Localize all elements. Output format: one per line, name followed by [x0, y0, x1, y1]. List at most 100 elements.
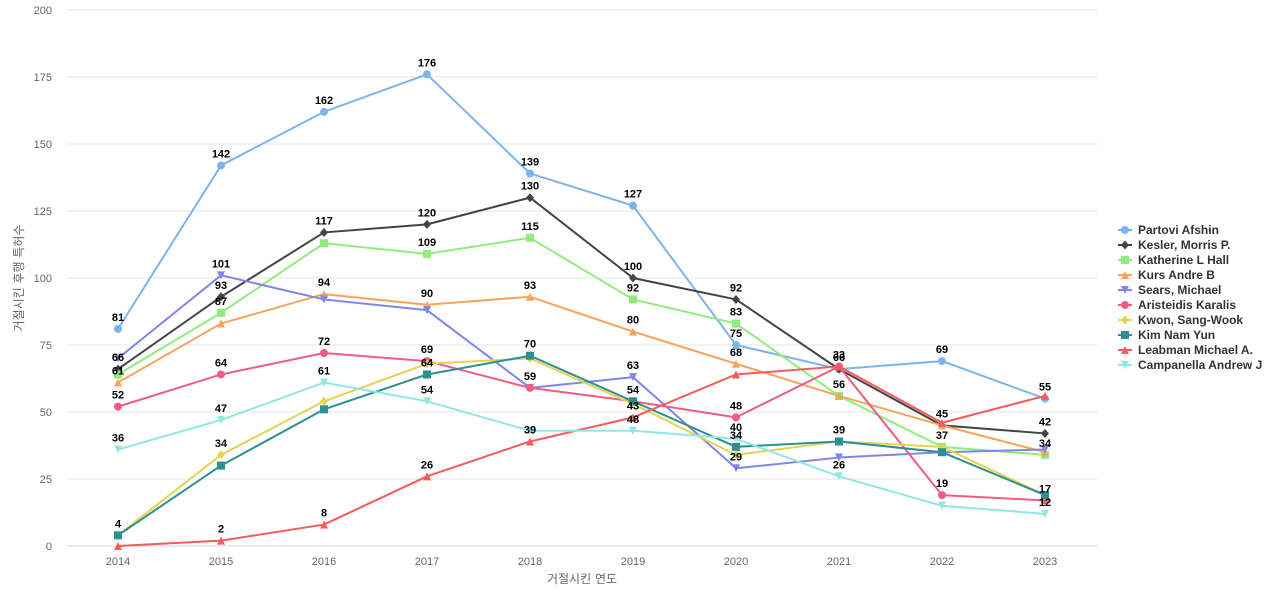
data-point[interactable]	[526, 437, 534, 446]
series-line[interactable]	[117, 352, 1046, 502]
data-point[interactable]	[114, 402, 122, 411]
data-point[interactable]	[217, 308, 225, 317]
data-point[interactable]	[320, 107, 328, 116]
data-point[interactable]	[217, 271, 225, 280]
legend-item[interactable]: Kesler, Morris P.	[1118, 238, 1231, 252]
data-point[interactable]	[629, 413, 637, 422]
data-point[interactable]	[114, 542, 122, 550]
data-point[interactable]	[526, 193, 534, 203]
data-point[interactable]	[629, 426, 637, 435]
data-point[interactable]	[423, 249, 431, 258]
series-line[interactable]	[117, 381, 1046, 515]
legend-item[interactable]: Partovi Afshin	[1118, 223, 1219, 237]
data-point[interactable]	[217, 161, 225, 170]
data-point[interactable]	[835, 391, 843, 400]
data-point[interactable]	[217, 370, 225, 379]
data-point[interactable]	[423, 397, 431, 406]
data-point[interactable]	[114, 324, 122, 333]
data-point[interactable]	[629, 327, 637, 336]
legend-item[interactable]: Sears, Michael	[1118, 283, 1221, 297]
data-point[interactable]	[526, 292, 534, 301]
data-point[interactable]	[732, 442, 740, 451]
series-line[interactable]	[117, 293, 1046, 454]
data-point[interactable]	[938, 418, 946, 427]
series-line[interactable]	[117, 354, 1046, 537]
data-point[interactable]	[629, 273, 637, 283]
data-point[interactable]	[217, 461, 225, 470]
data-point[interactable]	[732, 464, 740, 473]
data-point[interactable]	[835, 453, 843, 462]
data-point[interactable]	[217, 450, 225, 460]
data-point[interactable]	[1041, 509, 1049, 518]
data-point[interactable]	[526, 233, 534, 242]
data-point[interactable]	[732, 413, 740, 422]
data-point[interactable]	[114, 378, 122, 387]
data-label: 162	[315, 95, 333, 107]
data-point[interactable]	[423, 219, 431, 229]
data-point[interactable]	[526, 426, 534, 435]
data-point[interactable]	[938, 357, 946, 366]
legend-item[interactable]: Katherine L Hall	[1118, 253, 1229, 267]
data-label: 12	[1039, 497, 1051, 509]
data-point[interactable]	[835, 437, 843, 446]
data-point[interactable]	[732, 450, 740, 460]
data-point[interactable]	[938, 491, 946, 500]
series-line[interactable]	[117, 196, 1046, 435]
data-point[interactable]	[629, 373, 637, 382]
data-point[interactable]	[732, 370, 740, 379]
legend-item[interactable]: Campanella Andrew J	[1118, 358, 1262, 372]
data-point[interactable]	[1041, 491, 1049, 500]
series-line[interactable]	[117, 236, 1046, 456]
data-point[interactable]	[732, 359, 740, 368]
data-point[interactable]	[320, 405, 328, 414]
data-point[interactable]	[320, 349, 328, 358]
data-point[interactable]	[526, 383, 534, 392]
data-point[interactable]	[1041, 445, 1049, 454]
data-point[interactable]	[938, 448, 946, 457]
legend-item[interactable]: Kurs Andre B	[1118, 268, 1215, 282]
data-point[interactable]	[217, 292, 225, 302]
data-point[interactable]	[938, 501, 946, 510]
data-point[interactable]	[114, 370, 122, 379]
data-point[interactable]	[423, 472, 431, 481]
data-point[interactable]	[526, 351, 534, 360]
legend-item[interactable]: Leabman Michael A.	[1118, 343, 1253, 357]
data-point[interactable]	[526, 169, 534, 178]
data-point[interactable]	[1041, 428, 1049, 438]
data-point[interactable]	[320, 239, 328, 248]
series-line[interactable]	[117, 365, 1046, 547]
data-point[interactable]	[217, 319, 225, 328]
series-line[interactable]	[117, 73, 1046, 400]
data-point[interactable]	[320, 295, 328, 304]
data-point[interactable]	[732, 294, 740, 304]
data-point[interactable]	[732, 434, 740, 443]
data-point[interactable]	[423, 359, 431, 369]
data-point[interactable]	[320, 520, 328, 529]
data-point[interactable]	[835, 362, 843, 371]
data-point[interactable]	[423, 370, 431, 379]
legend-marker	[1121, 346, 1129, 354]
series-line[interactable]	[117, 357, 1046, 537]
data-point[interactable]	[629, 397, 637, 406]
data-point[interactable]	[114, 354, 122, 363]
legend-item[interactable]: Aristeidis Karalis	[1118, 298, 1236, 312]
data-point[interactable]	[629, 201, 637, 210]
data-point[interactable]	[423, 306, 431, 315]
data-point[interactable]	[320, 227, 328, 237]
data-point[interactable]	[320, 378, 328, 387]
data-point[interactable]	[629, 295, 637, 304]
data-point[interactable]	[1041, 391, 1049, 400]
data-point[interactable]	[217, 536, 225, 545]
data-point[interactable]	[114, 531, 122, 540]
data-point[interactable]	[423, 70, 431, 79]
data-point[interactable]	[114, 445, 122, 454]
data-point[interactable]	[732, 341, 740, 349]
legend-item[interactable]: Kim Nam Yun	[1118, 328, 1215, 342]
data-point[interactable]	[320, 396, 328, 406]
data-point[interactable]	[835, 472, 843, 481]
series-line[interactable]	[117, 274, 1046, 470]
data-point[interactable]	[732, 319, 740, 328]
legend-item[interactable]: Kwon, Sang-Wook	[1118, 313, 1243, 327]
data-point[interactable]	[217, 416, 225, 425]
